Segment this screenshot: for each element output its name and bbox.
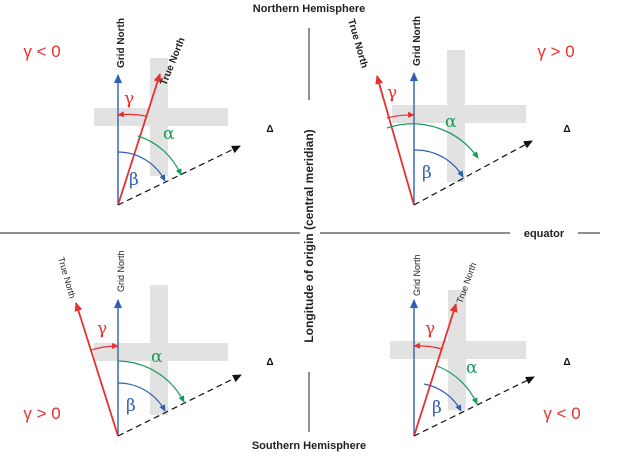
true-north-label: True North — [56, 256, 77, 300]
gray-cross-vertical — [448, 290, 466, 410]
alpha-symbol: α — [163, 124, 175, 144]
true-north-arrow — [413, 303, 458, 437]
gamma-symbol: γ — [124, 89, 134, 109]
gamma-arc — [413, 342, 443, 350]
beta-symbol: β — [126, 396, 136, 416]
gamma-sign-label: γ > 0 — [537, 42, 574, 61]
gamma-symbol: γ — [97, 319, 107, 339]
gray-cross-vertical — [150, 58, 168, 176]
gamma-arc — [386, 111, 415, 119]
grid-north-label: Grid North — [116, 250, 126, 292]
gamma-symbol: γ — [387, 83, 397, 103]
alpha-symbol: α — [445, 112, 457, 132]
target-triangle-icon: Δ — [563, 357, 570, 368]
gamma-sign-label: γ < 0 — [23, 42, 60, 61]
beta-symbol: β — [432, 398, 442, 418]
grid-north-label: Grid North — [412, 16, 423, 66]
alpha-arc — [436, 365, 478, 405]
alpha-symbol: α — [466, 358, 478, 378]
true-north-arrow — [375, 75, 415, 206]
beta-arc — [413, 149, 464, 178]
gamma-sign-label: γ < 0 — [543, 404, 580, 423]
gray-cross-vertical — [150, 285, 168, 415]
quadrant-top-right: Grid North True North γ α β γ > 0 Δ — [345, 16, 575, 206]
true-north-label: True North — [454, 261, 478, 305]
equator-label: equator — [524, 228, 565, 240]
beta-arc — [117, 151, 166, 182]
beta-symbol: β — [422, 163, 432, 183]
quadrant-bottom-right: Grid North True North γ α β γ < 0 Δ — [390, 254, 581, 437]
target-direction-line — [117, 374, 242, 437]
gamma-arc — [117, 111, 147, 118]
true-north-arrow — [74, 302, 119, 437]
quadrant-bottom-left: Grid North True North γ α β γ > 0 Δ — [23, 250, 274, 437]
gamma-sign-label: γ > 0 — [23, 404, 60, 423]
true-north-label: True North — [345, 18, 370, 70]
alpha-arc — [117, 360, 185, 403]
central-meridian-label: Longitude of origin (central meridian) — [302, 129, 316, 342]
gray-cross-vertical — [447, 50, 465, 182]
quadrant-top-left: Grid North True North γ α β γ < 0 Δ — [23, 18, 274, 206]
gamma-arc — [90, 342, 119, 351]
gamma-symbol: γ — [425, 319, 435, 339]
target-direction-line — [413, 140, 533, 206]
target-triangle-icon: Δ — [266, 124, 273, 135]
target-direction-line — [413, 376, 535, 437]
alpha-arc — [137, 135, 182, 176]
northern-hemisphere-label: Northern Hemisphere — [253, 3, 365, 15]
beta-arc — [117, 382, 166, 412]
beta-symbol: β — [129, 170, 139, 190]
target-triangle-icon: Δ — [563, 124, 570, 135]
beta-arc — [423, 383, 462, 412]
true-north-arrow — [117, 73, 162, 206]
alpha-symbol: α — [151, 347, 163, 367]
grid-north-label: Grid North — [412, 254, 422, 296]
grid-north-label: Grid North — [116, 18, 127, 68]
target-triangle-icon: Δ — [266, 357, 273, 368]
alpha-arc — [386, 123, 479, 159]
target-direction-line — [117, 145, 241, 206]
southern-hemisphere-label: Southern Hemisphere — [252, 440, 366, 452]
